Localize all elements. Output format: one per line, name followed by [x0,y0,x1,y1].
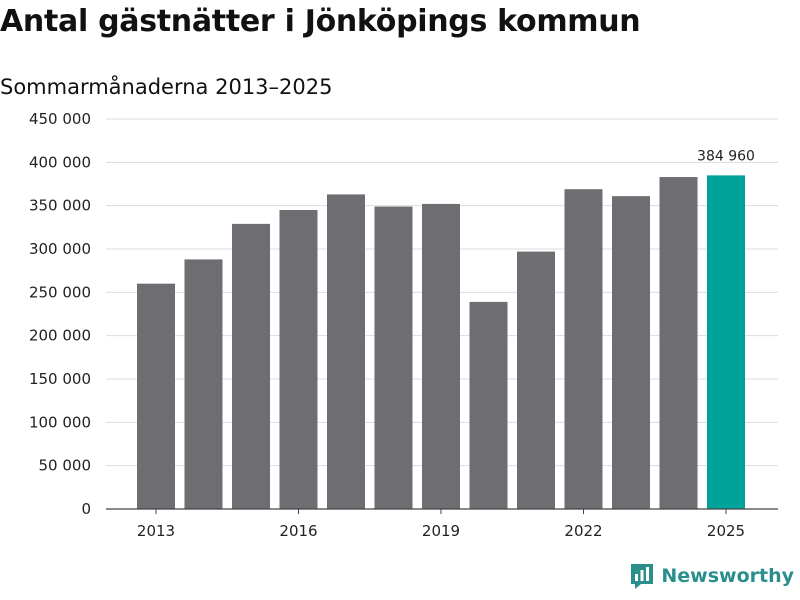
y-tick-label: 150 000 [29,370,91,388]
newsworthy-logo-icon [631,564,654,589]
bar-2013 [137,283,175,509]
bar-2018 [374,206,413,510]
bar-2022 [564,189,603,509]
x-tick-label: 2013 [137,522,175,540]
x-tick-label: 2016 [279,522,317,540]
x-tick-label: 2025 [707,522,745,540]
bar-2016 [279,210,318,509]
y-tick-label: 50 000 [39,457,92,475]
y-tick-label: 300 000 [29,240,91,258]
x-tick-label: 2022 [564,522,602,540]
x-tick-label: 2019 [422,522,460,540]
bars [137,175,745,510]
chart-title: Antal gästnätter i Jönköpings kommun [0,4,641,39]
brand-name: Newsworthy [661,565,794,587]
y-tick-label: 0 [81,500,91,518]
bar-2017 [327,194,365,509]
highlight-data-label: 384 960 [697,148,755,164]
y-tick-label: 450 000 [29,110,91,128]
chart-subtitle: Sommarmånaderna 2013–2025 [0,75,333,99]
axes [106,508,778,514]
labels: 0 50 000 100 000 150 000 200 000 250 000 300 0… [29,110,755,540]
bar-2023 [612,196,650,509]
y-tick-label: 350 000 [29,197,91,215]
bar-2014 [184,259,223,509]
bar-2020 [469,301,508,509]
brand: Newsworthy [629,562,794,590]
bar-2021 [517,251,555,509]
bar-2025 [707,175,745,510]
bar-2024 [659,177,698,510]
bar-chart: 0 50 000 100 000 150 000 200 000 250 000 300 0… [29,110,778,540]
bar-2019 [422,203,460,509]
y-tick-label: 200 000 [29,327,91,345]
y-tick-label: 250 000 [29,283,91,301]
y-tick-label: 100 000 [29,413,91,431]
bar-2015 [232,223,270,509]
y-tick-label: 400 000 [29,153,91,171]
